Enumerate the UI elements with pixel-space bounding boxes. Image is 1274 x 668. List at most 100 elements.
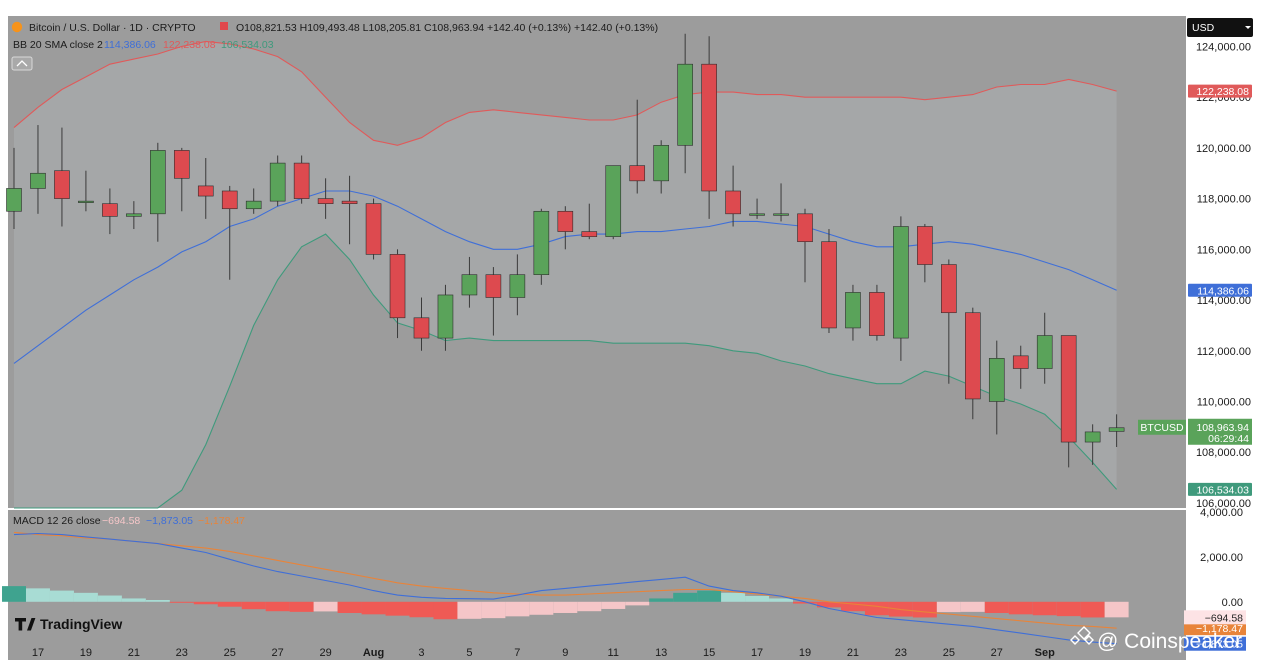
candle[interactable] [437,284,454,351]
macd-histogram-bar[interactable] [625,601,650,606]
candle[interactable] [78,170,94,212]
candle[interactable] [797,208,813,283]
macd-histogram-bar[interactable] [97,595,122,602]
candle[interactable] [1108,414,1125,447]
macd-histogram-bar[interactable] [553,601,578,613]
candle[interactable] [1060,335,1077,468]
macd-histogram-bar[interactable] [337,601,362,613]
macd-histogram-bar[interactable] [25,588,50,602]
candle[interactable] [581,203,598,240]
macd-histogram-bar[interactable] [1032,601,1057,616]
candle[interactable] [533,208,550,285]
macd-histogram-bar[interactable] [73,592,98,602]
macd-histogram-bar[interactable] [241,601,266,610]
candle[interactable] [725,165,741,227]
macd-histogram-bar[interactable] [984,601,1009,613]
macd-histogram-bar[interactable] [457,601,482,619]
candle[interactable] [893,216,909,361]
macd-histogram-bar[interactable] [385,601,410,616]
macd-signal-line[interactable] [13,531,1117,629]
candle[interactable] [485,267,502,336]
macd-line[interactable] [13,532,1117,645]
candle[interactable] [150,142,166,242]
macd-histogram-bar[interactable] [1056,601,1081,617]
collapse-indicators-button[interactable] [11,56,33,71]
candle[interactable] [341,175,358,245]
candle[interactable] [30,125,46,214]
macd-histogram-bar[interactable] [1104,601,1129,618]
candle[interactable] [365,198,382,260]
currency-select[interactable]: USD [1187,18,1253,37]
candle[interactable] [173,147,190,212]
macd-line-tag[interactable]: −1,873.05 [1184,636,1246,651]
candle[interactable] [773,183,789,222]
macd-hist-tag[interactable]: −694.58 [1184,610,1246,625]
candle[interactable] [317,178,334,219]
candle[interactable] [197,158,214,219]
macd-histogram-bar[interactable] [769,598,794,602]
symbol-title[interactable]: Bitcoin / U.S. Dollar · 1D · CRYPTO [29,22,196,34]
candle[interactable] [1036,312,1053,384]
macd-indicator-label[interactable]: MACD 12 26 close [13,515,101,527]
candle[interactable] [221,185,238,280]
candle[interactable] [557,206,574,250]
tradingview-logo[interactable]: TradingView [15,616,122,632]
candle[interactable] [917,223,933,283]
candle[interactable] [461,256,478,308]
candle[interactable] [509,254,526,316]
macd-histogram-bar[interactable] [409,601,434,618]
macd-histogram-bar[interactable] [2,586,26,602]
candle[interactable] [293,155,310,204]
macd-histogram-bar[interactable] [577,601,602,612]
macd-signal-tag[interactable]: −1,178.47 [1184,621,1246,636]
candle[interactable] [941,259,957,384]
bb-lower-price-tag[interactable]: 106,534.03 [1188,482,1252,497]
macd-histogram-bar[interactable] [912,601,937,618]
candle[interactable] [245,188,262,214]
macd-histogram-bar[interactable] [361,601,386,615]
macd-histogram-bar[interactable] [840,601,865,612]
macd-histogram-bar[interactable] [673,592,698,602]
candle[interactable] [54,127,70,227]
macd-histogram-bar[interactable] [265,601,290,612]
bb-basis-price-tag[interactable]: 114,386.06 [1188,283,1252,298]
macd-histogram-bar[interactable] [936,601,961,613]
candle[interactable] [605,165,622,240]
macd-histogram-bar[interactable] [433,601,458,620]
macd-histogram-bar[interactable] [529,601,554,615]
candle[interactable] [1012,345,1029,389]
symbol-label-tag[interactable]: BTCUSD [1138,419,1186,435]
bb-lower-line[interactable] [14,233,1118,509]
candle[interactable] [629,99,646,194]
macd-histogram-bar[interactable] [145,600,170,602]
candle[interactable] [413,297,430,351]
macd-histogram-bar[interactable] [217,601,242,607]
macd-histogram-bar[interactable] [649,598,674,602]
candle[interactable] [389,249,406,339]
candle[interactable] [6,147,22,230]
macd-histogram-bar[interactable] [793,601,817,604]
macd-histogram-bar[interactable] [193,601,218,605]
macd-histogram-bar[interactable] [697,590,722,602]
candle[interactable] [964,307,981,420]
macd-histogram-bar[interactable] [121,598,146,602]
macd-histogram-bar[interactable] [49,590,74,602]
macd-histogram-bar[interactable] [721,592,746,602]
macd-histogram-bar[interactable] [864,601,889,616]
candle[interactable] [677,33,693,174]
candle[interactable] [102,188,118,235]
candle[interactable] [845,284,861,341]
candle[interactable] [269,155,286,207]
candle[interactable] [988,340,1005,435]
macd-histogram-bar[interactable] [745,595,770,602]
candle[interactable] [1084,424,1101,465]
candle[interactable] [126,201,142,230]
bb-upper-price-tag[interactable]: 122,238.08 [1188,84,1252,99]
candle[interactable] [821,229,837,334]
macd-histogram-bar[interactable] [289,601,314,612]
macd-histogram-bar[interactable] [169,601,194,603]
candle[interactable] [701,36,717,219]
macd-histogram-bar[interactable] [960,601,985,612]
